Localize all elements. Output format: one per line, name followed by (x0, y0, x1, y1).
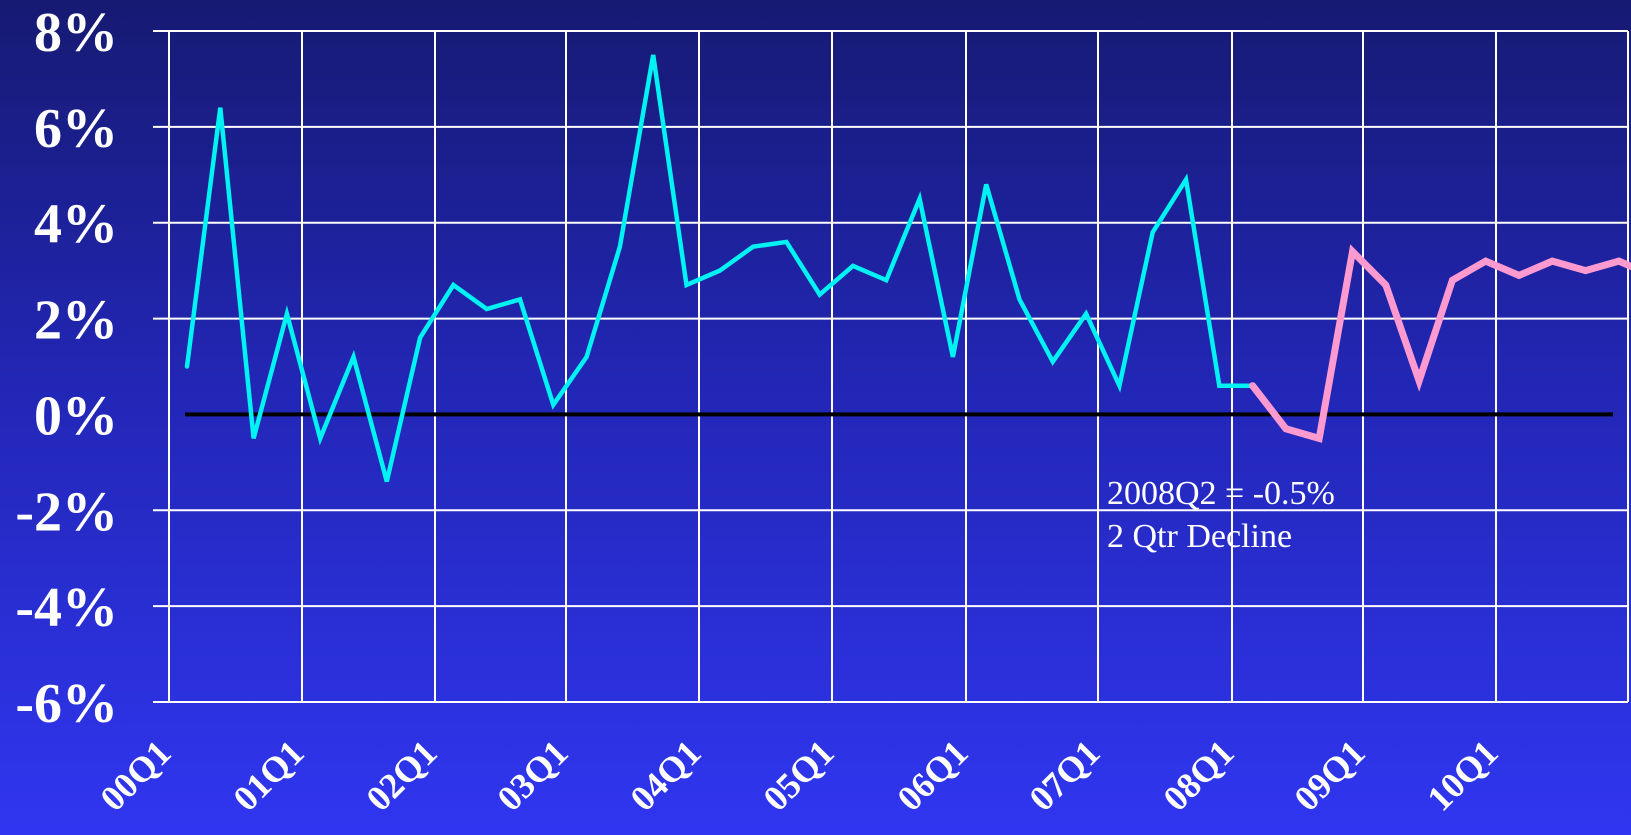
x-tick-label: 07Q1 (1021, 732, 1107, 818)
x-tick-label: 00Q1 (92, 732, 178, 818)
y-tick-label: -6% (15, 673, 118, 735)
x-tick-label: 05Q1 (755, 732, 841, 818)
y-tick-label: 0% (34, 385, 118, 447)
y-tick-label: 8% (34, 2, 118, 64)
y-tick-label: -2% (15, 481, 118, 543)
x-axis-tick-labels: 00Q1 01Q1 02Q1 03Q1 04Q1 05Q1 06Q1 07Q1 08Q1 09Q1… (92, 732, 1505, 818)
x-tick-label: 06Q1 (889, 732, 975, 818)
annotation-line-1: 2008Q2 = -0.5% (1107, 475, 1335, 512)
x-tick-label: 01Q1 (225, 732, 311, 818)
x-tick-label: 04Q1 (622, 732, 708, 818)
y-tick-label: 6% (34, 98, 118, 160)
x-tick-label: 02Q1 (358, 732, 444, 818)
vertical-gridlines (168, 31, 1629, 702)
forecast-series-line (1249, 244, 1631, 443)
y-tick-label: 2% (34, 290, 118, 352)
x-tick-label: 08Q1 (1155, 732, 1241, 818)
x-tick-label: 09Q1 (1286, 732, 1372, 818)
x-tick-label: 03Q1 (489, 732, 575, 818)
series-lines (184, 54, 1631, 483)
horizontal-gridlines (153, 30, 1628, 703)
annotation-line-2: 2 Qtr Decline (1107, 518, 1292, 555)
y-axis-tick-labels: 8% 6% 4% 2% 0% -2% -4% -6% (15, 2, 118, 735)
y-tick-label: -4% (15, 577, 118, 639)
actual-series-line (184, 54, 1255, 483)
y-tick-label: 4% (34, 194, 118, 256)
x-tick-label: 10Q1 (1419, 732, 1505, 818)
